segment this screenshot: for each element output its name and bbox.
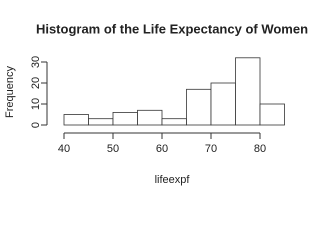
x-tick-label: 50 xyxy=(107,143,119,155)
bar xyxy=(210,82,236,126)
bar xyxy=(63,114,89,126)
bar xyxy=(112,112,138,126)
bar xyxy=(137,109,163,126)
x-tick-label: 70 xyxy=(205,143,217,155)
bar xyxy=(235,57,261,126)
bar xyxy=(259,103,285,126)
bar xyxy=(161,118,187,126)
y-tick-label: 10 xyxy=(30,98,42,110)
chart: Histogram of the Life Expectancy of Wome… xyxy=(4,21,308,186)
y-tick-label: 20 xyxy=(30,77,42,89)
x-tick-label: 80 xyxy=(254,143,266,155)
x-tick-label: 40 xyxy=(58,143,70,155)
x-tick-label: 60 xyxy=(156,143,168,155)
chart-title: Histogram of the Life Expectancy of Wome… xyxy=(36,21,308,36)
y-tick-label: 30 xyxy=(30,56,42,68)
y-tick-label: 0 xyxy=(30,122,42,128)
bar xyxy=(186,88,212,126)
y-axis-label: Frequency xyxy=(4,66,16,118)
bar xyxy=(88,118,114,126)
x-axis-label: lifeexpf xyxy=(155,174,191,186)
